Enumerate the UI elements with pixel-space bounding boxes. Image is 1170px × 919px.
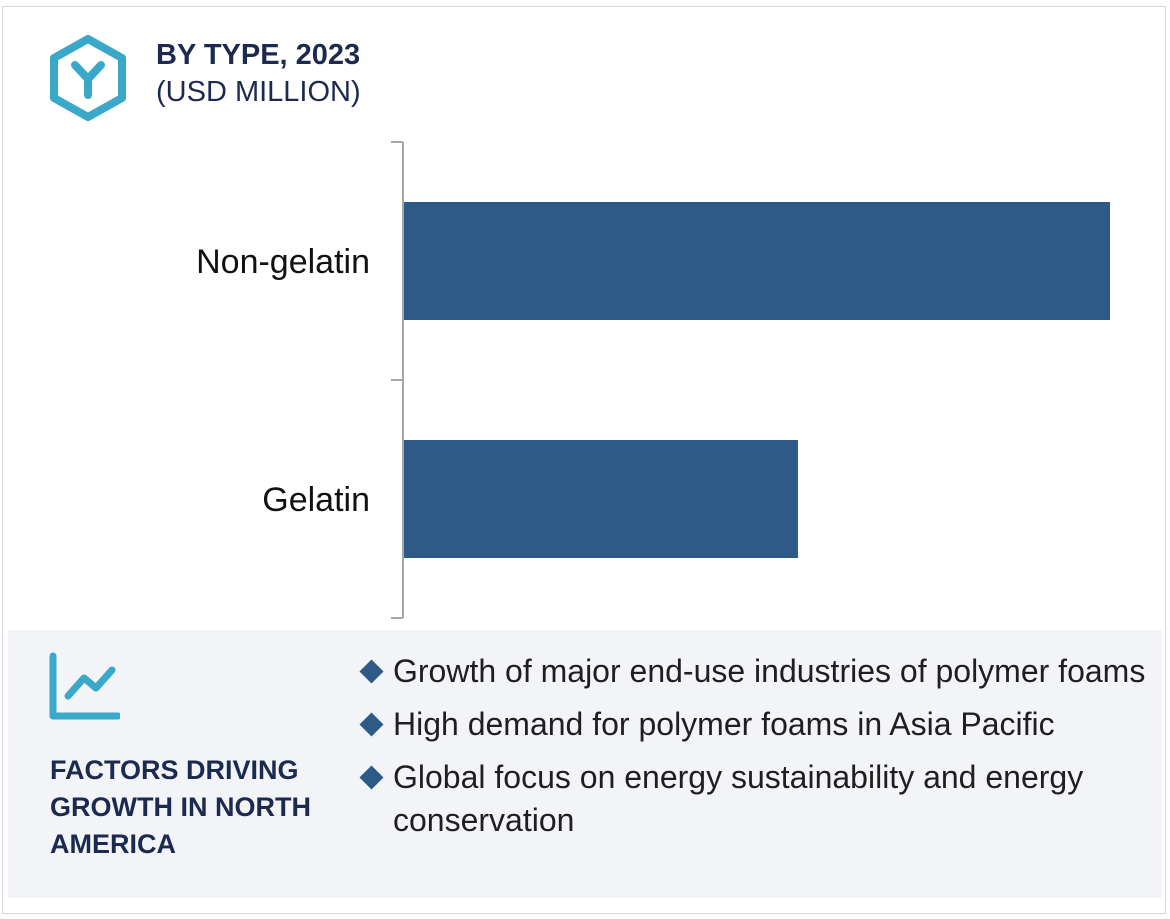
factor-text: High demand for polymer foams in Asia Pa… [393,706,1055,742]
diamond-bullet-icon [359,712,384,737]
diamond-bullet-icon [359,659,384,684]
diamond-bullet-icon [359,765,384,790]
factor-item: High demand for polymer foams in Asia Pa… [358,703,1158,746]
factor-item: Global focus on energy sustainability an… [358,756,1158,842]
factor-text: Growth of major end-use industries of po… [393,653,1146,689]
bar-chart: Non-gelatin Gelatin [196,141,1110,619]
trend-line-icon [49,652,120,720]
factor-list: Growth of major end-use industries of po… [358,650,1158,852]
category-label: Non-gelatin [196,243,370,281]
factor-item: Growth of major end-use industries of po… [358,650,1158,693]
bar-non-gelatin [404,202,1110,320]
factors-panel: FACTORS DRIVING GROWTH IN NORTH AMERICA … [8,630,1162,898]
factors-heading: FACTORS DRIVING GROWTH IN NORTH AMERICA [50,755,311,859]
chart-subtitle: (USD MILLION) [156,76,361,108]
factor-text: Global focus on energy sustainability an… [393,759,1084,838]
hexagon-y-icon [50,35,126,121]
category-label: Gelatin [262,481,370,519]
bar-gelatin [404,440,798,558]
chart-title: BY TYPE, 2023 [156,39,361,71]
